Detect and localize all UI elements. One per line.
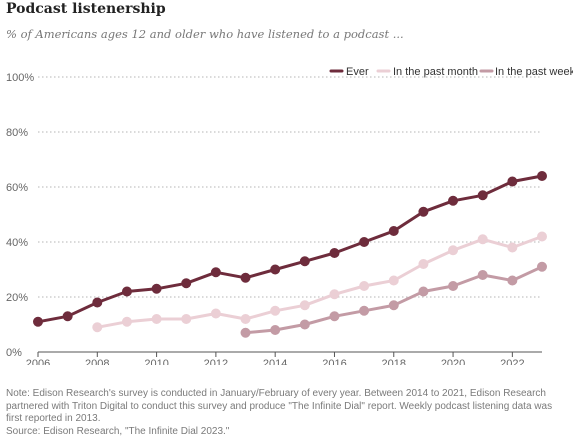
data-point [270, 325, 281, 335]
chart-subtitle: % of Americans ages 12 and older who hav… [6, 27, 404, 41]
data-point [477, 234, 488, 245]
chart-title: Podcast listenership [6, 1, 166, 17]
data-point [537, 231, 547, 242]
data-point [359, 305, 370, 316]
chart-source: Source: Edison Research, "The Infinite D… [6, 426, 230, 437]
legend-label: In the past month [393, 66, 478, 78]
legend-label: In the past week [495, 66, 573, 78]
data-point [448, 195, 459, 206]
series-line [95, 235, 544, 329]
y-tick-label: 40% [6, 237, 28, 249]
data-point [507, 242, 518, 253]
x-tick-label: 2022 [500, 358, 524, 365]
data-point [299, 300, 310, 311]
data-point [240, 272, 251, 283]
series-ever [33, 171, 547, 327]
data-point [92, 322, 103, 333]
data-point [299, 319, 310, 330]
chart-note: Note: Edison Research's survey is conduc… [6, 388, 553, 425]
data-point [33, 316, 43, 327]
data-point [477, 190, 488, 201]
data-point [181, 278, 192, 289]
x-tick-label: 2014 [263, 358, 287, 365]
data-point [388, 275, 399, 286]
data-point [270, 305, 281, 316]
x-tick-label: 2016 [322, 358, 346, 365]
data-point [448, 245, 459, 256]
data-point [329, 248, 340, 258]
data-point [270, 264, 281, 275]
data-point [121, 316, 132, 327]
data-point [507, 275, 518, 286]
data-point [418, 259, 429, 269]
data-point [418, 206, 429, 217]
data-point [359, 281, 370, 291]
x-tick-label: 2012 [204, 358, 228, 365]
data-point [388, 300, 399, 311]
gridlines [38, 76, 542, 298]
axes: 0% 20% 40% 60% 80% 100% 2006 2008 2010 2012 2014 20… [6, 72, 542, 365]
data-point [240, 327, 251, 338]
data-point [210, 267, 221, 278]
data-point [121, 286, 132, 297]
data-point [181, 314, 192, 324]
data-point [329, 311, 340, 322]
y-tick-label: 80% [6, 127, 28, 139]
x-tick-label: 2008 [85, 358, 109, 365]
data-point [299, 256, 310, 267]
data-point [359, 237, 370, 247]
x-tick-label: 2010 [144, 358, 168, 365]
data-point [537, 261, 547, 272]
data-point [151, 283, 162, 294]
data-point [388, 226, 399, 236]
series-in-the-past-week [240, 261, 547, 338]
data-point [92, 297, 103, 308]
data-point [537, 171, 547, 181]
data-point [448, 281, 459, 291]
data-point [210, 308, 221, 319]
data-point [151, 314, 162, 324]
y-tick-label: 20% [6, 292, 28, 304]
series-line [36, 174, 544, 324]
y-tick-label: 0% [6, 347, 22, 359]
legend: Ever In the past month In the past week [329, 66, 573, 78]
data-point [418, 286, 429, 297]
x-tick-label: 2018 [382, 358, 406, 365]
data-point [62, 311, 73, 322]
x-tick-label: 2006 [26, 358, 50, 365]
data-point [507, 176, 518, 187]
y-tick-label: 100% [6, 72, 34, 84]
data-point [240, 314, 251, 324]
data-point [329, 289, 340, 300]
legend-label: Ever [346, 66, 369, 78]
y-tick-label: 60% [6, 182, 28, 194]
data-point [477, 270, 488, 280]
series-in-the-past-month [92, 231, 547, 333]
line-chart: 0% 20% 40% 60% 80% 100% 2006 2008 2010 2012 2014 20… [6, 66, 573, 365]
series-lines [33, 171, 547, 338]
x-tick-label: 2020 [441, 358, 465, 365]
